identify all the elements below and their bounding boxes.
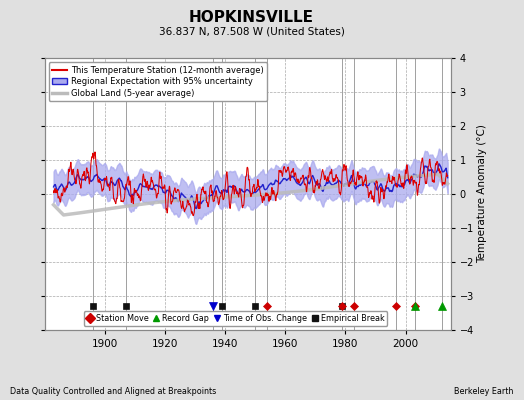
Text: 36.837 N, 87.508 W (United States): 36.837 N, 87.508 W (United States) [159, 26, 344, 36]
Text: HOPKINSVILLE: HOPKINSVILLE [189, 10, 314, 25]
Text: Berkeley Earth: Berkeley Earth [454, 387, 514, 396]
Y-axis label: Temperature Anomaly (°C): Temperature Anomaly (°C) [477, 124, 487, 264]
Text: Data Quality Controlled and Aligned at Breakpoints: Data Quality Controlled and Aligned at B… [10, 387, 217, 396]
Legend: Station Move, Record Gap, Time of Obs. Change, Empirical Break: Station Move, Record Gap, Time of Obs. C… [83, 311, 387, 326]
